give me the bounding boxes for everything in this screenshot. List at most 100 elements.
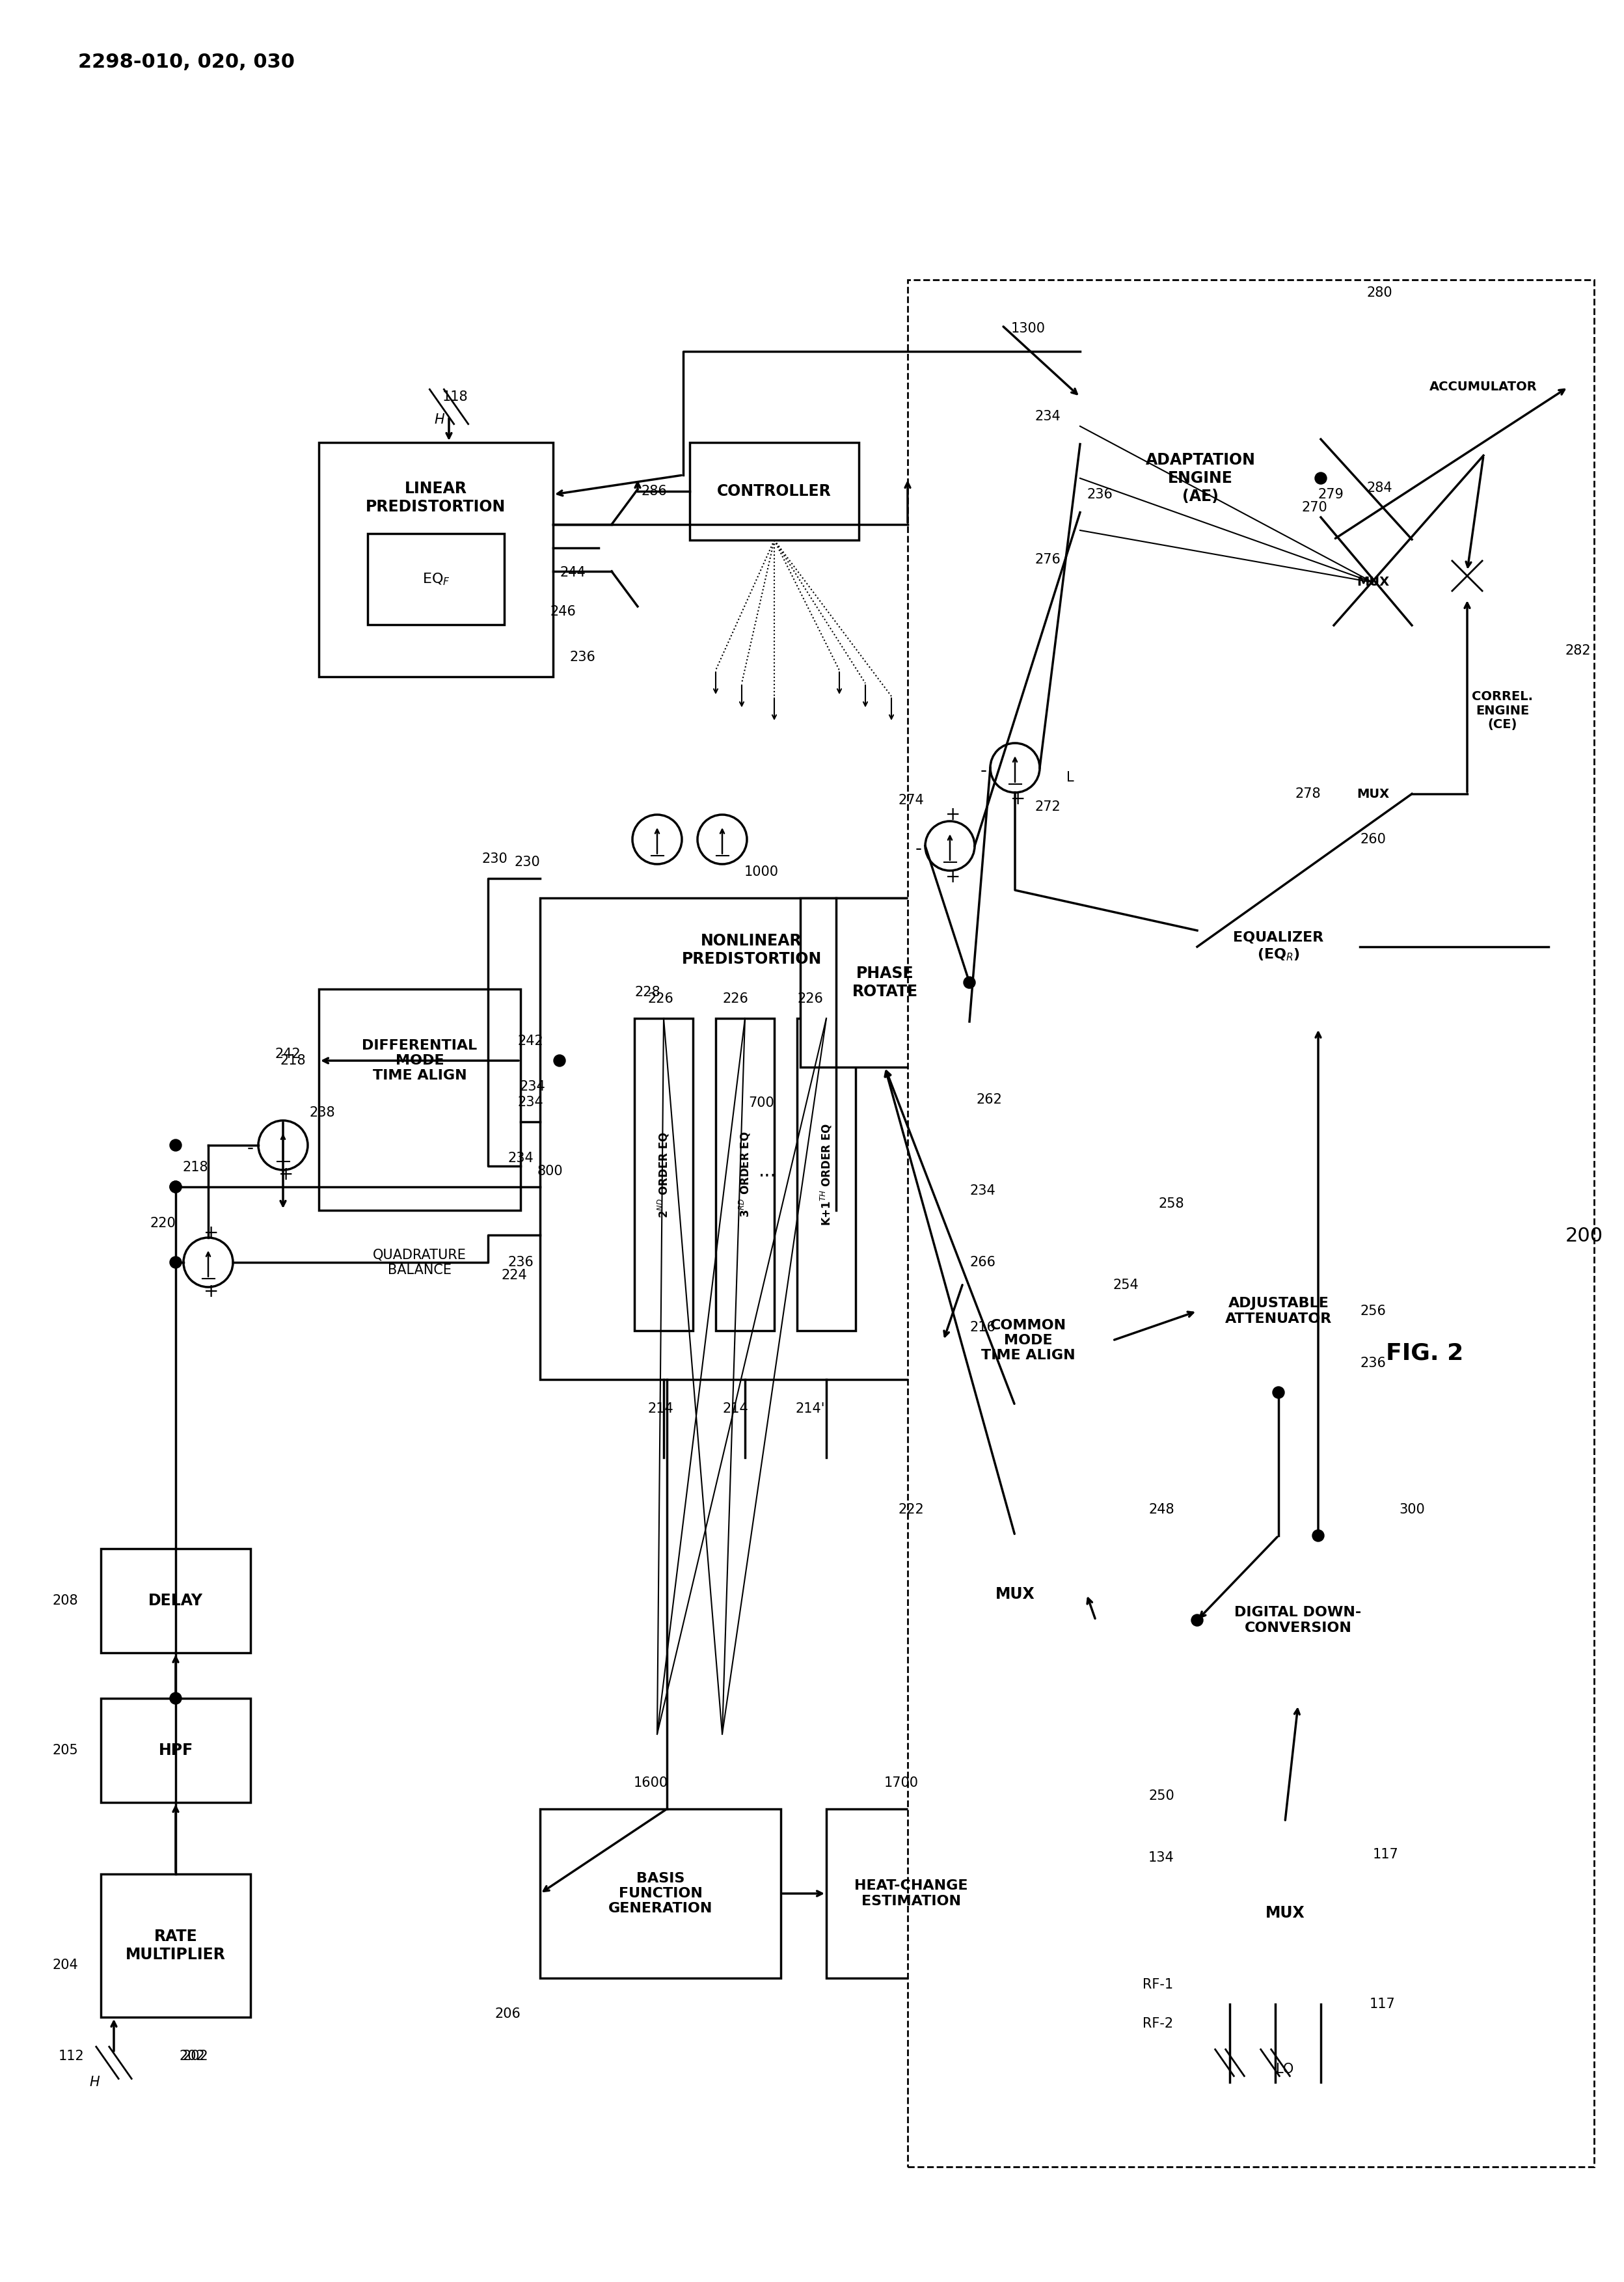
Text: LINEAR
PREDISTORTION: LINEAR PREDISTORTION <box>365 482 507 516</box>
Text: 220: 220 <box>149 1216 175 1230</box>
Text: 242: 242 <box>518 1034 542 1047</box>
Text: 118: 118 <box>443 390 468 404</box>
Text: DIGITAL DOWN-
CONVERSION: DIGITAL DOWN- CONVERSION <box>1234 1607 1361 1634</box>
Circle shape <box>1315 472 1327 484</box>
Text: MUX: MUX <box>996 1586 1034 1602</box>
Text: +: + <box>1010 790 1026 808</box>
Text: +: + <box>205 1282 219 1301</box>
Text: FIG. 2: FIG. 2 <box>1387 1342 1463 1365</box>
Text: -: - <box>981 762 987 780</box>
Text: 1300: 1300 <box>1010 322 1046 335</box>
Text: 226: 226 <box>797 993 823 1006</box>
Text: CONTROLLER: CONTROLLER <box>718 484 831 500</box>
Text: DIFFERENTIAL
MODE
TIME ALIGN: DIFFERENTIAL MODE TIME ALIGN <box>362 1038 477 1082</box>
Text: L: L <box>1067 771 1073 785</box>
Text: 222: 222 <box>898 1504 924 1515</box>
Text: 262: 262 <box>976 1093 1002 1107</box>
Text: ACCUMULATOR: ACCUMULATOR <box>1429 381 1538 393</box>
Text: 226: 226 <box>648 993 674 1006</box>
Text: RF-2: RF-2 <box>1143 2017 1174 2031</box>
Text: 236: 236 <box>1086 488 1112 502</box>
Text: 282: 282 <box>1566 644 1590 657</box>
Text: 256: 256 <box>1359 1305 1385 1317</box>
Circle shape <box>171 1693 182 1705</box>
Text: 266: 266 <box>970 1255 996 1269</box>
Text: 208: 208 <box>52 1595 78 1607</box>
Text: 226: 226 <box>723 993 749 1006</box>
Text: -: - <box>172 1257 179 1276</box>
Text: 2298-010, 020, 030: 2298-010, 020, 030 <box>78 52 294 71</box>
Circle shape <box>171 1257 182 1269</box>
Text: +: + <box>205 1223 219 1241</box>
Text: RF-1: RF-1 <box>1143 1978 1174 1992</box>
Text: PHASE
ROTATE: PHASE ROTATE <box>853 965 918 1000</box>
Text: 214: 214 <box>723 1401 749 1415</box>
Text: 234: 234 <box>1034 411 1060 422</box>
Text: 117: 117 <box>1372 1848 1398 1862</box>
Text: BASIS
FUNCTION
GENERATION: BASIS FUNCTION GENERATION <box>609 1871 713 1915</box>
Text: ...: ... <box>758 1162 776 1180</box>
Bar <box>944 1536 1086 1652</box>
Bar <box>1333 475 1411 689</box>
Text: ADJUSTABLE
ATTENUATOR: ADJUSTABLE ATTENUATOR <box>1224 1296 1332 1326</box>
Text: 246: 246 <box>551 605 577 618</box>
Text: HPF: HPF <box>159 1743 193 1757</box>
Text: RATE
MULTIPLIER: RATE MULTIPLIER <box>125 1928 226 1963</box>
Bar <box>797 1018 856 1330</box>
Text: 205: 205 <box>52 1743 78 1757</box>
Bar <box>1398 319 1569 456</box>
Text: +: + <box>945 867 961 885</box>
Text: 214': 214' <box>796 1401 825 1415</box>
Text: 202: 202 <box>182 2049 208 2063</box>
Text: DELAY: DELAY <box>148 1593 203 1609</box>
Text: 3$^{RD}$ ORDER EQ: 3$^{RD}$ ORDER EQ <box>737 1132 752 1219</box>
Bar <box>318 988 521 1209</box>
Text: 2$^{ND}$ ORDER EQ: 2$^{ND}$ ORDER EQ <box>656 1132 671 1219</box>
Circle shape <box>963 977 976 988</box>
Bar <box>541 1810 781 1978</box>
Text: 206: 206 <box>495 2008 520 2020</box>
Bar <box>1197 1536 1398 1705</box>
Text: EQ$_F$: EQ$_F$ <box>422 570 450 586</box>
Text: 276: 276 <box>1034 552 1060 566</box>
Text: 254: 254 <box>1112 1278 1138 1292</box>
Bar <box>690 443 859 541</box>
Bar <box>944 1230 1112 1451</box>
Bar <box>101 1698 250 1803</box>
Text: +: + <box>945 806 961 824</box>
Bar <box>367 534 503 625</box>
Text: 244: 244 <box>560 566 586 580</box>
Text: NONLINEAR
PREDISTORTION: NONLINEAR PREDISTORTION <box>682 933 822 968</box>
Text: 224: 224 <box>502 1269 526 1282</box>
Text: -: - <box>247 1139 253 1157</box>
Bar <box>541 897 963 1381</box>
Text: 236: 236 <box>570 650 596 664</box>
Text: 1000: 1000 <box>744 865 778 879</box>
Text: 216: 216 <box>970 1321 996 1335</box>
Text: H: H <box>434 413 445 427</box>
Text: 230: 230 <box>482 853 507 865</box>
Text: 1700: 1700 <box>883 1775 919 1789</box>
Text: HEAT-CHANGE
ESTIMATION: HEAT-CHANGE ESTIMATION <box>854 1880 968 1908</box>
Text: 202: 202 <box>179 2049 205 2063</box>
Text: 230: 230 <box>515 856 539 869</box>
Text: 300: 300 <box>1398 1504 1424 1515</box>
Text: +: + <box>279 1166 294 1184</box>
Text: 234: 234 <box>520 1079 546 1093</box>
Text: 260: 260 <box>1359 833 1385 847</box>
Text: 218: 218 <box>279 1054 305 1068</box>
Text: QUADRATURE
BALANCE: QUADRATURE BALANCE <box>374 1248 466 1276</box>
Text: 272: 272 <box>1034 801 1060 812</box>
Circle shape <box>1192 1613 1203 1627</box>
Text: MUX: MUX <box>1356 575 1389 589</box>
Text: 242: 242 <box>274 1047 300 1061</box>
Text: 279: 279 <box>1317 488 1343 502</box>
Text: K+1$^{TH}$ ORDER EQ: K+1$^{TH}$ ORDER EQ <box>818 1123 833 1225</box>
Circle shape <box>1273 1387 1285 1399</box>
Circle shape <box>171 1182 182 1193</box>
Circle shape <box>171 1182 182 1193</box>
Text: 278: 278 <box>1294 787 1320 801</box>
Text: H: H <box>89 2077 99 2088</box>
Text: 250: 250 <box>1148 1789 1174 1803</box>
Text: CORREL.
ENGINE
(CE): CORREL. ENGINE (CE) <box>1471 689 1533 730</box>
